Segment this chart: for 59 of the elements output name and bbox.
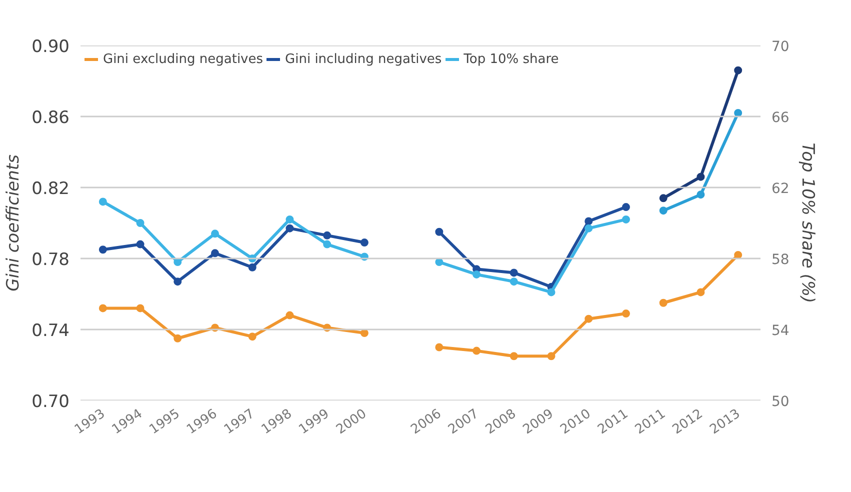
- legend-label: Gini excluding negatives: [103, 52, 264, 66]
- point: [98, 246, 107, 254]
- point: [98, 198, 107, 206]
- y2-tick-label: 58: [772, 252, 790, 268]
- point: [659, 298, 668, 307]
- y2-tick-label: 62: [772, 181, 790, 197]
- point: [323, 231, 332, 240]
- point: [622, 310, 630, 318]
- point: [136, 219, 144, 227]
- y2-tick-label: 50: [772, 394, 790, 410]
- point: [136, 240, 144, 248]
- y2-tick-label: 70: [772, 39, 790, 55]
- point: [98, 304, 107, 312]
- y-tick-label: 0.86: [32, 108, 70, 128]
- point: [547, 352, 556, 360]
- point: [584, 217, 593, 226]
- point: [510, 278, 518, 286]
- point: [547, 288, 556, 296]
- y2-tick-label: 66: [772, 110, 790, 126]
- y-tick-label: 0.78: [32, 250, 70, 270]
- point: [622, 215, 630, 224]
- point: [136, 304, 144, 312]
- point: [360, 238, 368, 247]
- legend-label: Top 10% share: [464, 52, 559, 66]
- y-axis-title: Gini coefficients: [4, 154, 24, 292]
- y2-tick-label: 54: [772, 323, 790, 339]
- y2-axis-title: Top 10% share (%): [797, 142, 818, 304]
- point: [584, 224, 593, 232]
- point: [211, 249, 220, 258]
- point: [286, 224, 294, 232]
- point: [174, 278, 182, 286]
- point: [510, 268, 518, 277]
- point: [472, 270, 481, 278]
- y-tick-label: 0.82: [32, 179, 70, 199]
- y-tick-label: 0.70: [32, 392, 70, 412]
- point: [696, 288, 705, 296]
- point: [472, 346, 481, 355]
- point: [248, 263, 256, 272]
- point: [323, 240, 332, 248]
- point: [659, 194, 668, 202]
- point: [584, 314, 593, 323]
- point: [510, 352, 518, 360]
- point: [622, 203, 630, 212]
- y-tick-label: 0.90: [32, 37, 70, 57]
- point: [248, 332, 256, 341]
- point: [435, 228, 444, 236]
- point: [734, 66, 742, 74]
- point: [286, 215, 294, 224]
- point: [659, 206, 668, 215]
- y-tick-label: 0.74: [32, 321, 70, 341]
- point: [734, 250, 742, 259]
- point: [435, 343, 444, 352]
- point: [734, 108, 742, 117]
- point: [696, 172, 705, 181]
- legend-label: Gini including negatives: [285, 52, 442, 66]
- point: [696, 190, 705, 199]
- point: [174, 334, 182, 342]
- point: [286, 311, 294, 320]
- point: [211, 230, 220, 238]
